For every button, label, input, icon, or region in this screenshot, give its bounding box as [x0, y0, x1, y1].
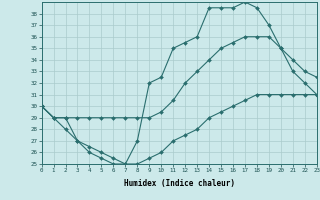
- X-axis label: Humidex (Indice chaleur): Humidex (Indice chaleur): [124, 179, 235, 188]
